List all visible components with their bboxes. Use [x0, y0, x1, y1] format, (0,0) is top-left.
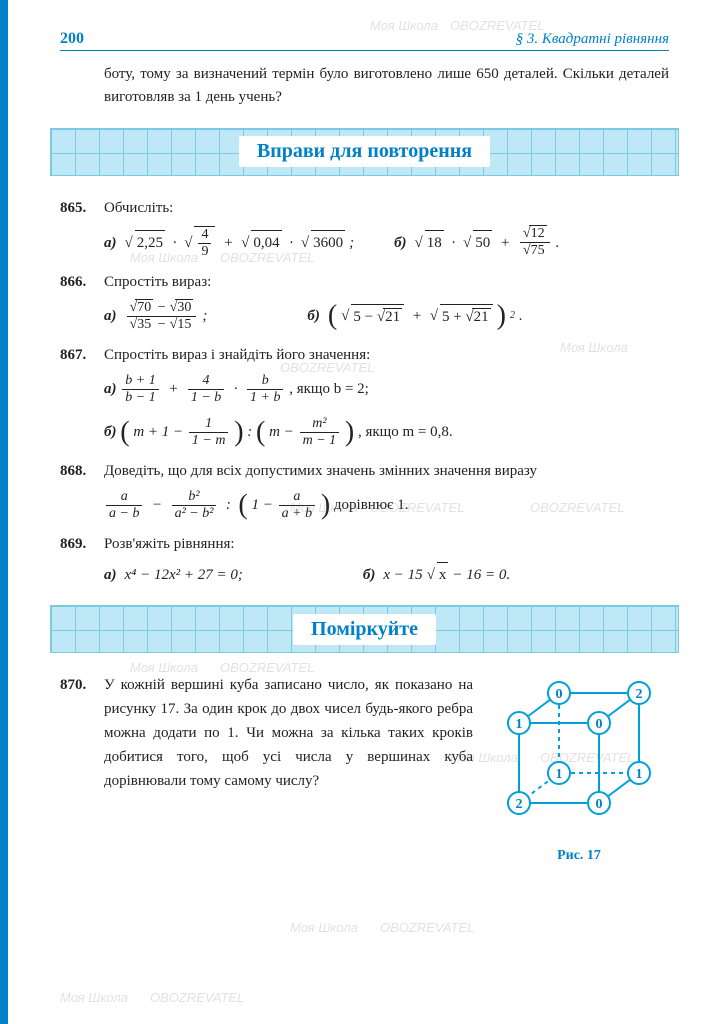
problem-body: Обчисліть: а) √2,25 · √ 49 + √0,04 · √36…	[104, 196, 669, 260]
p870-text: У кожній вершині куба записано число, як…	[104, 673, 473, 793]
svg-text:2: 2	[516, 797, 523, 812]
problem-body: Спростіть вираз і знайдіть його значення…	[104, 343, 669, 449]
problem-body: У кожній вершині куба записано число, як…	[104, 673, 669, 867]
watermark: OBOZREVATEL	[380, 920, 474, 935]
p865-b: б) √18 · √50 + √12 √75 .	[394, 226, 559, 260]
problem-number: 865.	[60, 196, 104, 220]
watermark: Моя Школа	[290, 920, 358, 935]
p866-a: а) √70 − √30 √35 − √15 ;	[104, 300, 207, 333]
problem-number: 870.	[60, 673, 104, 697]
watermark: OBOZREVATEL	[150, 990, 244, 1005]
page-header: 200 § 3. Квадратні рівняння	[60, 30, 669, 51]
problem-number: 869.	[60, 532, 104, 556]
watermark: Моя Школа	[60, 990, 128, 1005]
page: 200 § 3. Квадратні рівняння боту, тому з…	[0, 0, 719, 908]
p867-a: а) b + 1b − 1 + 41 − b · b1 + b , якщо b…	[104, 373, 669, 406]
problem-title: Спростіть вираз і знайдіть його значення…	[104, 347, 370, 363]
problem-title: Розв'яжіть рівняння:	[104, 536, 235, 552]
cube-caption: Рис. 17	[489, 845, 669, 867]
page-number: 200	[60, 30, 84, 48]
p865-a: а) √2,25 · √ 49 + √0,04 · √3600;	[104, 226, 354, 260]
intro-paragraph: боту, тому за визначений термін було виг…	[104, 63, 669, 110]
p868-expr: aa − b − b²a² − b² : ( 1 − aa + b ) дорі…	[104, 489, 669, 522]
p869-a: а) x⁴ − 12x² + 27 = 0;	[104, 562, 243, 587]
svg-text:1: 1	[636, 767, 643, 782]
section-title: § 3. Квадратні рівняння	[516, 31, 669, 48]
p867-b: б) ( m + 1 − 11 − m ) : ( m − m²m − 1 ) …	[104, 416, 669, 449]
svg-text:2: 2	[636, 687, 643, 702]
cube-figure: 0 2 1 1 1 0 0 2 Рис. 17	[489, 673, 669, 867]
problem-title: Спростіть вираз:	[104, 274, 211, 290]
banner-label: Вправи для повторення	[239, 136, 490, 167]
problem-number: 868.	[60, 459, 104, 483]
svg-text:0: 0	[596, 797, 603, 812]
p868-text: Доведіть, що для всіх допустимих значень…	[104, 463, 537, 479]
svg-text:1: 1	[556, 767, 563, 782]
problem-title: Обчисліть:	[104, 200, 173, 216]
p866-b: б) ( √5 − √21 + √5 + √21 )2.	[307, 300, 522, 333]
svg-text:0: 0	[556, 687, 563, 702]
problem-body: Розв'яжіть рівняння: а) x⁴ − 12x² + 27 =…	[104, 532, 669, 587]
problem-867: 867. Спростіть вираз і знайдіть його зна…	[60, 343, 669, 449]
problem-body: Доведіть, що для всіх допустимих значень…	[104, 459, 669, 522]
p869-b: б) x − 15√x − 16 = 0.	[363, 562, 510, 587]
banner-think: Поміркуйте	[50, 605, 679, 653]
cube-svg: 0 2 1 1 1 0 0 2	[494, 673, 664, 833]
problem-870: 870. У кожній вершині куба записано числ…	[60, 673, 669, 867]
banner-label: Поміркуйте	[293, 614, 436, 645]
svg-text:0: 0	[596, 717, 603, 732]
problem-868: 868. Доведіть, що для всіх допустимих зн…	[60, 459, 669, 522]
problem-869: 869. Розв'яжіть рівняння: а) x⁴ − 12x² +…	[60, 532, 669, 587]
problem-number: 867.	[60, 343, 104, 367]
problem-number: 866.	[60, 270, 104, 294]
problem-866: 866. Спростіть вираз: а) √70 − √30 √35 −…	[60, 270, 669, 333]
banner-exercises: Вправи для повторення	[50, 128, 679, 176]
svg-text:1: 1	[516, 717, 523, 732]
problem-865: 865. Обчисліть: а) √2,25 · √ 49 + √0,04 …	[60, 196, 669, 260]
problem-body: Спростіть вираз: а) √70 − √30 √35 − √15 …	[104, 270, 669, 333]
